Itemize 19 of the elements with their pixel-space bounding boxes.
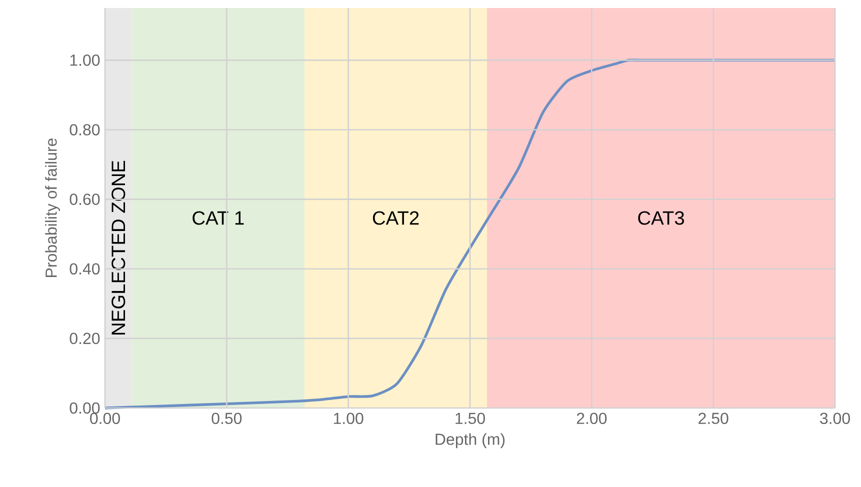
band-label: CAT2 bbox=[372, 211, 419, 225]
x-axis-title: Depth (m) bbox=[436, 433, 505, 448]
y-tick-label: 1.00 bbox=[70, 54, 100, 66]
y-tick-label: 0.00 bbox=[70, 402, 100, 414]
x-tick-label: 0.00 bbox=[90, 412, 120, 424]
y-tick-label: 0.20 bbox=[70, 332, 100, 344]
x-tick-label: 2.50 bbox=[698, 412, 728, 424]
x-tick-label: 2.00 bbox=[576, 412, 607, 424]
x-tick-label: 3.00 bbox=[820, 412, 850, 424]
band-label: CAT3 bbox=[638, 211, 684, 225]
y-tick-label: 0.80 bbox=[70, 124, 100, 136]
band-label: CAT 1 bbox=[192, 211, 244, 225]
x-tick-label: 0.50 bbox=[212, 412, 242, 424]
x-tick-label: 1.00 bbox=[334, 412, 364, 424]
y-tick-label: 0.40 bbox=[70, 263, 100, 275]
x-tick-label: 1.50 bbox=[456, 412, 485, 424]
y-tick-label: 0.60 bbox=[70, 194, 100, 205]
y-axis-title: Probability of failure bbox=[45, 138, 60, 277]
band-label: NEGLECTED ZONE bbox=[112, 160, 126, 334]
